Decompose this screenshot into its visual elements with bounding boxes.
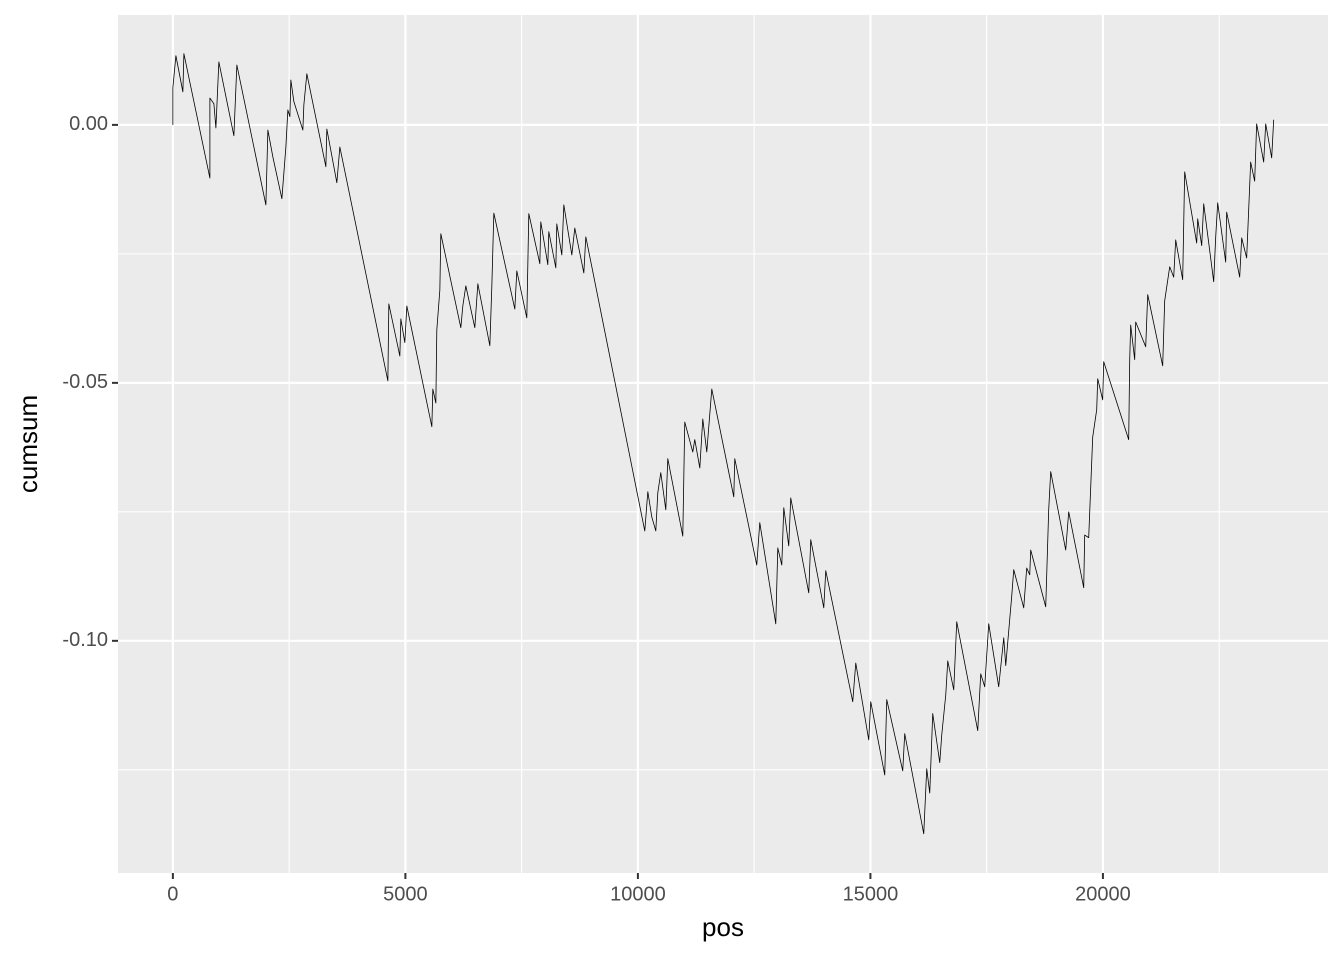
- x-tick-label: 5000: [383, 883, 428, 905]
- y-tick-label: 0.00: [69, 113, 108, 135]
- y-axis-title: cumsum: [13, 395, 43, 493]
- grid: [118, 15, 1328, 873]
- data-line: [172, 53, 1275, 835]
- x-axis-title: pos: [702, 912, 744, 942]
- x-tick-label: 10000: [610, 883, 666, 905]
- y-tick-label: -0.10: [62, 629, 108, 651]
- x-tick-label: 15000: [843, 883, 899, 905]
- labels: 0 5000 10000 15000 20000 0.00 -0.05 -0.10: [62, 113, 1130, 905]
- y-tick-label: -0.05: [62, 371, 108, 393]
- x-tick-label: 0: [167, 883, 178, 905]
- x-tick-label: 20000: [1075, 883, 1131, 905]
- marks: [172, 53, 1275, 835]
